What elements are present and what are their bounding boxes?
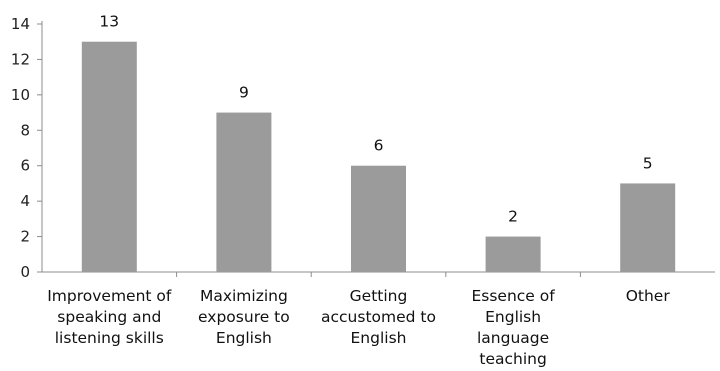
x-category-label: Improvement of speaking and listening skil…: [47, 287, 172, 347]
data-label: 13: [99, 13, 119, 31]
x-category-label-line: language: [477, 329, 549, 347]
x-category-label: Maximizing exposure to English: [198, 287, 290, 347]
y-tick-label: 6: [20, 157, 30, 175]
x-category-label-line: English: [351, 329, 407, 347]
y-tick-label: 14: [11, 15, 30, 33]
data-label: 9: [239, 84, 249, 102]
data-label: 6: [374, 137, 384, 155]
y-tick-label: 2: [20, 228, 30, 246]
x-category-label-line: English: [485, 308, 541, 326]
bar: [216, 112, 272, 272]
y-tick-label: 4: [20, 192, 30, 210]
bar: [620, 183, 676, 272]
x-category-label-line: speaking and: [57, 308, 161, 326]
x-category-label-line: Getting: [350, 287, 408, 305]
x-category-label-line: English: [216, 329, 272, 347]
x-category-label-line: teaching: [479, 350, 546, 368]
x-axis-labels: Improvement of speaking and listening skil…: [47, 287, 670, 368]
x-category-label-line: Essence of: [471, 287, 555, 305]
x-category-label-line: Improvement of: [47, 287, 172, 305]
x-category-label-line: Other: [626, 287, 671, 305]
x-category-label: Other: [626, 287, 671, 305]
bar: [351, 165, 406, 272]
bar: [485, 236, 541, 272]
data-label: 5: [643, 154, 653, 172]
data-label: 2: [508, 208, 518, 226]
y-axis-ticks: 0 2 4 6 8 10 12 14: [11, 15, 42, 281]
x-category-label-line: exposure to: [198, 308, 290, 326]
y-tick-label: 0: [20, 263, 30, 281]
bars: [81, 41, 676, 272]
x-category-label-line: Maximizing: [200, 287, 288, 305]
x-category-label: Getting accustomed to English: [321, 287, 436, 347]
x-category-label-line: accustomed to: [321, 308, 436, 326]
y-tick-label: 8: [20, 121, 30, 139]
x-category-label-line: listening skills: [55, 329, 164, 347]
data-labels: 13 9 6 2 5: [99, 13, 652, 226]
x-category-label: Essence of English language teaching: [471, 287, 555, 368]
bar: [81, 41, 137, 272]
y-tick-label: 12: [11, 50, 30, 68]
y-tick-label: 10: [11, 86, 30, 104]
